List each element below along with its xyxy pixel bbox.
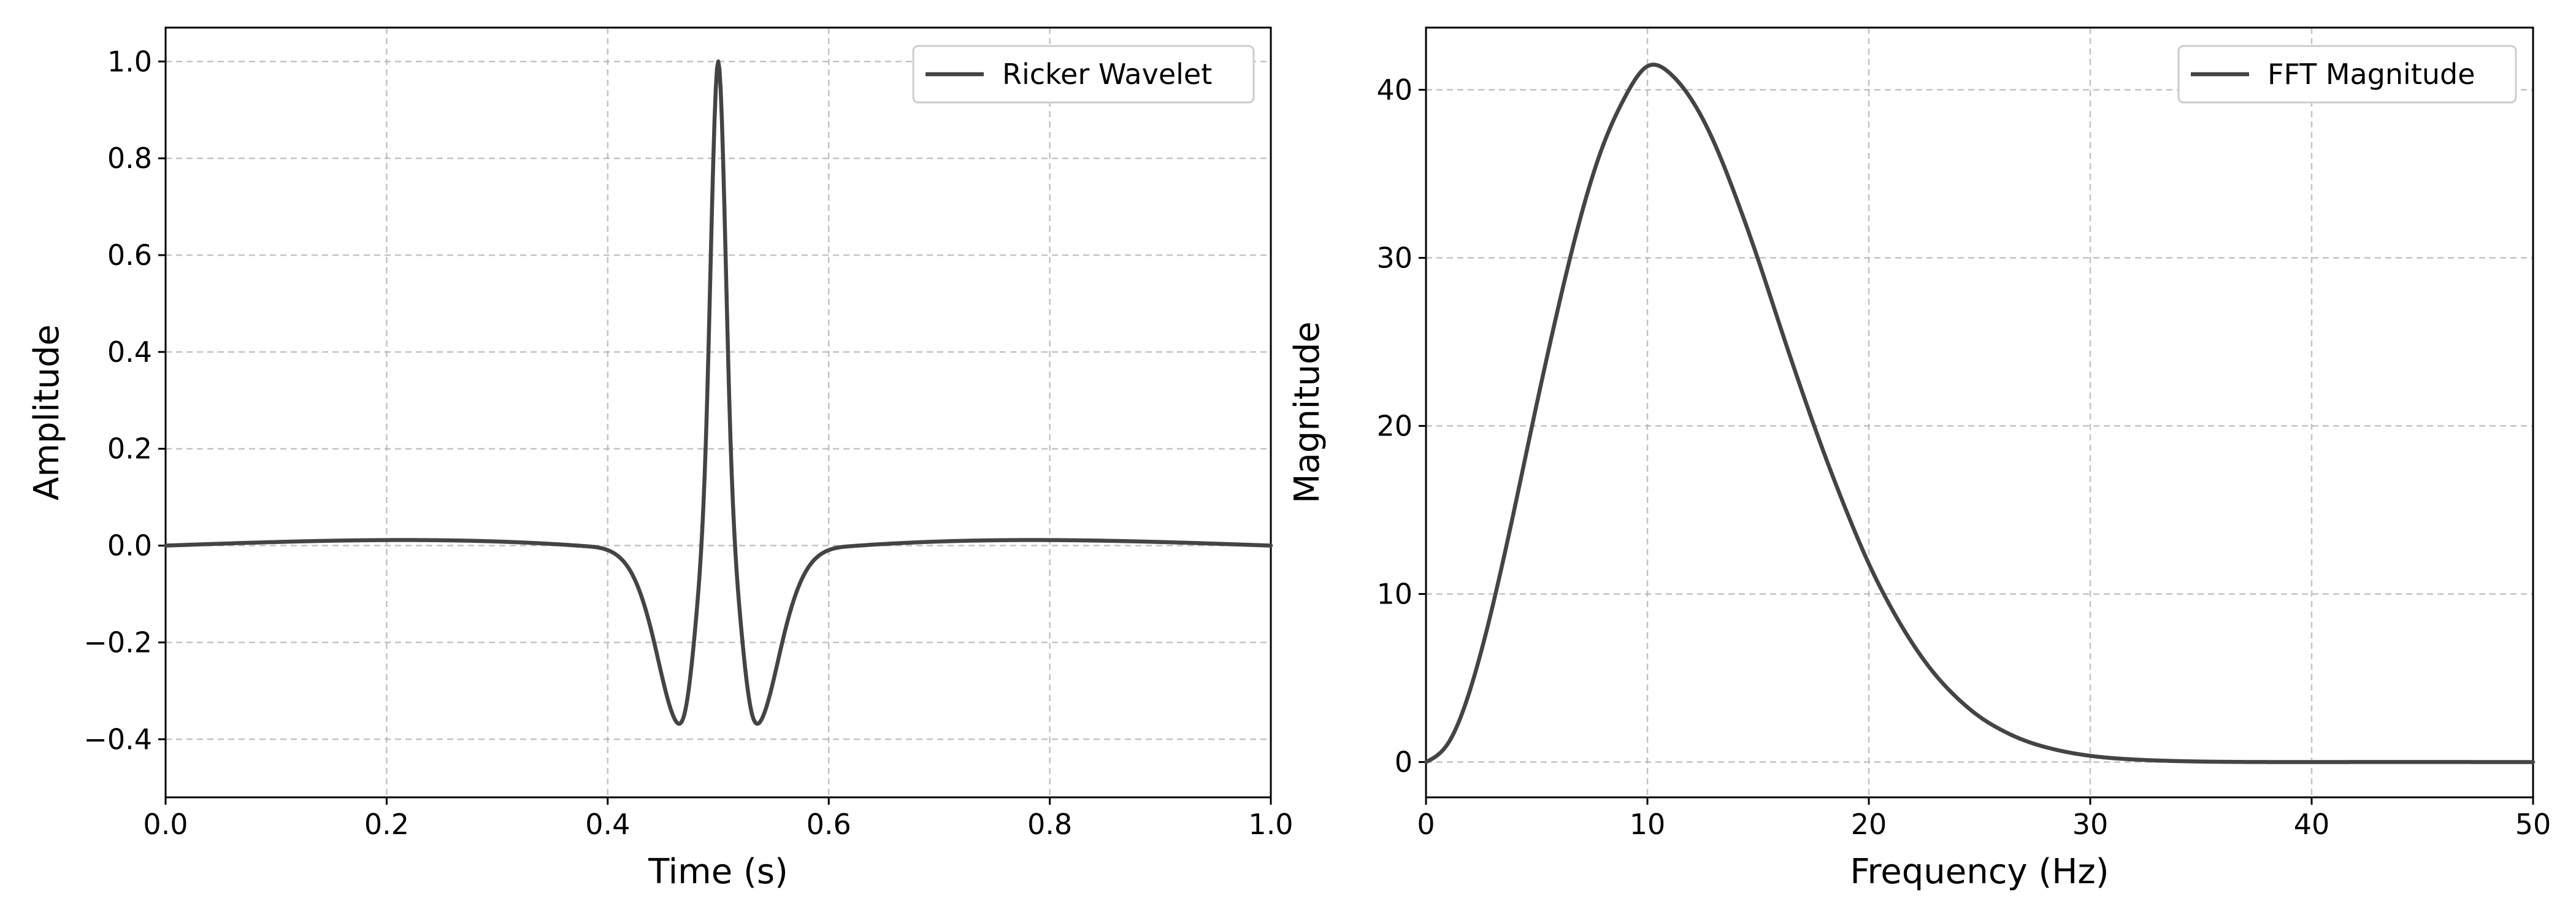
x-tick-label: 20 <box>1851 808 1887 841</box>
x-tick-label: 40 <box>2294 808 2330 841</box>
y-tick-label: 10 <box>1376 577 1413 610</box>
y-tick-label: 1.0 <box>107 45 152 78</box>
legend-box <box>2177 45 2517 104</box>
y-tick-label: 0.2 <box>107 432 152 466</box>
time-domain-chart: 0.0 0.2 0.4 0.6 0.8 1.0 −0.4 −0.2 0.0 0.2 0.4 0.6 0.… <box>27 26 1294 892</box>
x-axis-label: Frequency (Hz) <box>1850 852 2109 892</box>
y-tick-label: 0.8 <box>107 142 152 175</box>
x-tick-label: 0.6 <box>807 808 851 841</box>
y-axis-label: Magnitude <box>1287 321 1327 504</box>
axis-ticks: 0.0 0.2 0.4 0.6 0.8 1.0 −0.4 −0.2 0.0 0.2 0.4 0.6 0.… <box>83 45 1293 841</box>
y-tick-label: 20 <box>1376 409 1413 442</box>
legend-label: Ricker Wavelet <box>1002 58 1212 91</box>
y-tick-label: −0.4 <box>83 723 152 756</box>
ricker-wavelet-line <box>163 59 1273 726</box>
legend: FFT Magnitude <box>2177 45 2517 104</box>
x-axis-label: Time (s) <box>648 852 788 892</box>
legend: Ricker Wavelet <box>912 45 1255 104</box>
x-tick-label: 0.0 <box>143 808 188 841</box>
x-tick-label: 30 <box>2072 808 2109 841</box>
x-tick-label: 0.8 <box>1027 808 1072 841</box>
x-tick-label: 0 <box>1417 808 1435 841</box>
y-tick-label: 0.4 <box>107 335 152 369</box>
y-tick-label: 30 <box>1376 241 1413 274</box>
axis-ticks: 0 10 20 30 40 50 0 10 20 30 40 <box>1376 73 2551 841</box>
x-tick-label: 50 <box>2515 808 2551 841</box>
y-axis-label: Amplitude <box>27 324 67 500</box>
x-tick-label: 0.2 <box>364 808 409 841</box>
plot-area-frame <box>1425 26 2534 799</box>
y-tick-label: 40 <box>1376 73 1413 106</box>
fft-magnitude-line <box>1424 63 2536 764</box>
plot-area-frame <box>164 26 1272 799</box>
y-tick-label: 0.6 <box>107 239 152 272</box>
y-tick-label: 0 <box>1395 745 1413 778</box>
grid-lines <box>164 28 1272 797</box>
x-tick-label: 1.0 <box>1248 808 1293 841</box>
y-tick-label: −0.2 <box>83 626 152 659</box>
frequency-domain-chart: 0 10 20 30 40 50 0 10 20 30 40 FFT Magnitude Frequ… <box>1287 26 2551 892</box>
x-tick-label: 10 <box>1630 808 1666 841</box>
x-tick-label: 0.4 <box>585 808 630 841</box>
grid-lines <box>1425 28 2534 797</box>
legend-label: FFT Magnitude <box>2267 58 2475 91</box>
legend-box <box>912 45 1255 104</box>
y-tick-label: 0.0 <box>107 529 152 562</box>
